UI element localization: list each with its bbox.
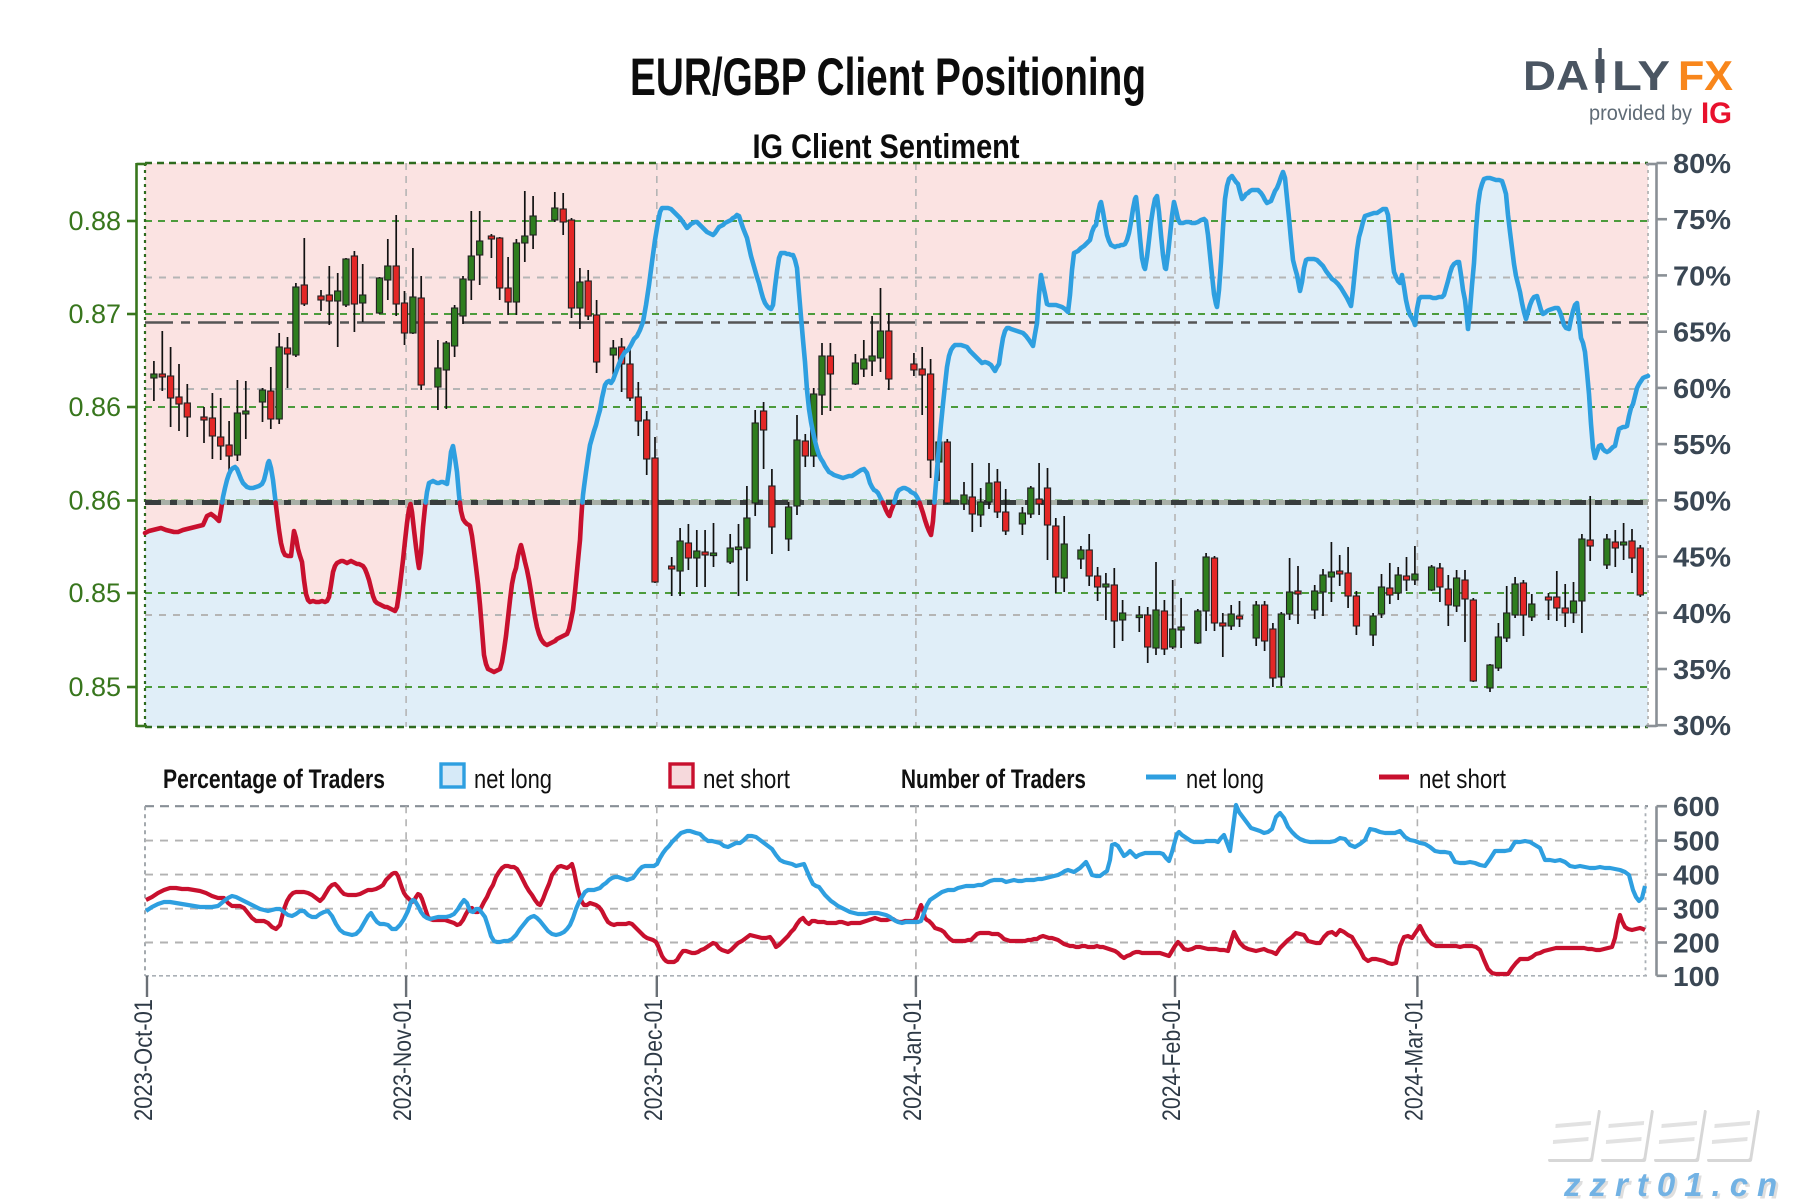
svg-text:2024-Feb-01: 2024-Feb-01 <box>1158 999 1186 1121</box>
svg-text:2023-Nov-01: 2023-Nov-01 <box>389 999 417 1121</box>
svg-text:0.85: 0.85 <box>68 578 121 608</box>
svg-text:80%: 80% <box>1673 148 1731 179</box>
svg-text:50%: 50% <box>1673 485 1731 516</box>
svg-text:Percentage of Traders: Percentage of Traders <box>163 764 385 794</box>
svg-text:net long: net long <box>1186 764 1264 794</box>
svg-text:35%: 35% <box>1673 654 1731 685</box>
svg-text:EUR/GBP Client Positioning: EUR/GBP Client Positioning <box>630 48 1146 107</box>
svg-text:FX: FX <box>1678 52 1733 99</box>
svg-text:provided by: provided by <box>1589 102 1692 125</box>
svg-text:30%: 30% <box>1673 710 1731 741</box>
svg-text:75%: 75% <box>1673 204 1731 235</box>
svg-text:60%: 60% <box>1673 373 1731 404</box>
svg-text:net short: net short <box>1419 764 1506 794</box>
svg-text:IG: IG <box>1701 97 1732 130</box>
svg-text:70%: 70% <box>1673 260 1731 291</box>
svg-text:55%: 55% <box>1673 429 1731 460</box>
svg-text:200: 200 <box>1673 928 1720 959</box>
svg-text:LY: LY <box>1612 52 1670 99</box>
svg-text:0.86: 0.86 <box>68 392 121 422</box>
svg-text:2024-Jan-01: 2024-Jan-01 <box>899 999 927 1121</box>
svg-text:net short: net short <box>703 764 790 794</box>
svg-text:zzrt01.cn: zzrt01.cn <box>1563 1166 1786 1200</box>
svg-text:500: 500 <box>1673 826 1720 857</box>
svg-text:40%: 40% <box>1673 598 1731 629</box>
svg-text:Number of Traders: Number of Traders <box>901 764 1086 794</box>
svg-text:400: 400 <box>1673 860 1720 891</box>
svg-text:0.86: 0.86 <box>68 486 121 516</box>
svg-text:zzrt01.cn: zzrt01.cn <box>1566 1169 1789 1200</box>
svg-text:45%: 45% <box>1673 542 1731 573</box>
svg-text:600: 600 <box>1673 791 1720 822</box>
svg-text:300: 300 <box>1673 894 1720 925</box>
svg-text:net long: net long <box>474 764 552 794</box>
svg-text:IG Client Sentiment: IG Client Sentiment <box>753 128 1020 166</box>
svg-text:65%: 65% <box>1673 317 1731 348</box>
svg-text:2023-Oct-01: 2023-Oct-01 <box>130 999 158 1121</box>
svg-text:2024-Mar-01: 2024-Mar-01 <box>1400 999 1428 1121</box>
svg-text:100: 100 <box>1673 961 1720 992</box>
svg-text:DA: DA <box>1523 52 1589 99</box>
svg-text:2023-Dec-01: 2023-Dec-01 <box>640 999 668 1121</box>
svg-text:0.87: 0.87 <box>68 299 121 329</box>
svg-text:0.88: 0.88 <box>68 206 121 236</box>
svg-text:0.85: 0.85 <box>68 672 121 702</box>
